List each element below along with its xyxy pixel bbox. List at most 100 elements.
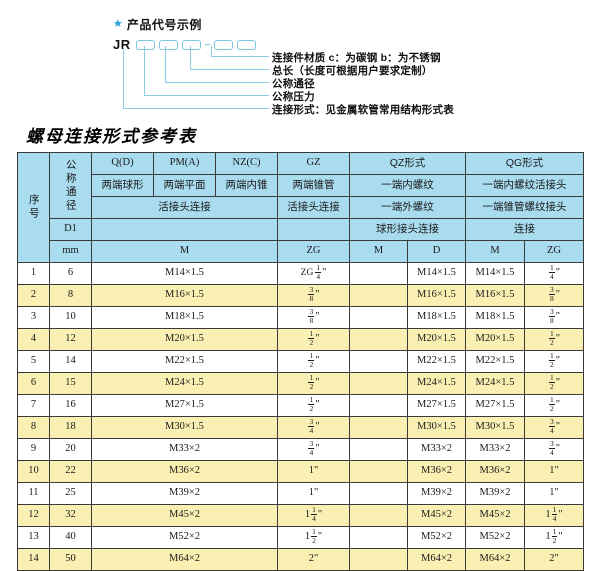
cell-bore-d1: 12: [49, 328, 92, 351]
cell-seq: 4: [17, 328, 50, 351]
cell-qg-zg: 1 1 4 ": [524, 504, 584, 527]
header-row-units: mm M ZG M D M ZG: [18, 240, 584, 263]
cell-qz-m: [349, 394, 408, 417]
table-row: 7 16 M27×1.5 1 2 " M27×1.5 M27×1.5 1 2 ": [17, 394, 584, 417]
cell-qz-m: [349, 526, 408, 549]
header-group-qz: QZ形式: [349, 152, 466, 175]
table-row: 10 22 M36×2 1" M36×2 M36×2 1": [17, 460, 584, 483]
cell-gz-zg: 3 4 ": [277, 438, 350, 461]
cell-qz-d: M20×1.5: [407, 328, 466, 351]
cell-qz-d: M45×2: [407, 504, 466, 527]
cell-gz-zg: 1 2 ": [277, 350, 350, 373]
cell-qz-d: M30×1.5: [407, 416, 466, 439]
cell-seq: 11: [17, 482, 50, 505]
header-group-nzc: NZ(C): [215, 152, 278, 175]
cell-qg-zg: 2": [524, 548, 584, 571]
product-code-prefix: JR: [113, 37, 131, 52]
header-unit-gz: ZG: [277, 240, 350, 263]
cell-qz-m: [349, 372, 408, 395]
legend-item-length: 总长（长度可根据用户要求定制）: [272, 65, 433, 77]
product-code-heading-label: 产品代号示例: [126, 18, 202, 32]
cell-qg-m: M22×1.5: [465, 350, 525, 373]
cell-bore-d1: 8: [49, 284, 92, 307]
leader-line-pressure-vertical: [144, 46, 145, 96]
header-conn-gz: 活接头连接: [277, 196, 350, 219]
product-code-heading: ★ 产品代号示例: [113, 16, 202, 33]
header-d1: D1: [49, 218, 92, 241]
cell-qz-m: [349, 328, 408, 351]
header-group-qg: QG形式: [465, 152, 584, 175]
table-row: 9 20 M33×2 3 4 " M33×2 M33×2 3 4 ": [17, 438, 584, 461]
cell-thread-m: M20×1.5: [91, 328, 278, 351]
cell-gz-zg: 1 2 ": [277, 372, 350, 395]
cell-thread-m: M14×1.5: [91, 262, 278, 285]
header-conn2-gz: [277, 218, 350, 241]
leader-line-length-vertical: [190, 46, 191, 70]
nut-connection-reference-table: 序号 公称通径 Q(D) PM(A) NZ(C) GZ QZ形式 QG形式 两端…: [17, 152, 584, 571]
cell-qz-d: M14×1.5: [407, 262, 466, 285]
table-header: 序号 公称通径 Q(D) PM(A) NZ(C) GZ QZ形式 QG形式 两端…: [17, 152, 584, 263]
cell-gz-zg: 3 8 ": [277, 306, 350, 329]
table-row: 1 6 M14×1.5 ZG 1 4 " M14×1.5 M14×1.5 1 4 ": [17, 262, 584, 285]
cell-bore-d1: 40: [49, 526, 92, 549]
header-conn-qg: 一端锥管螺纹接头: [465, 196, 584, 219]
table-row: 2 8 M16×1.5 3 8 " M16×1.5 M16×1.5 3 8 ": [17, 284, 584, 307]
cell-qz-d: M36×2: [407, 460, 466, 483]
cell-qg-m: M20×1.5: [465, 328, 525, 351]
cell-thread-m: M16×1.5: [91, 284, 278, 307]
cell-bore-d1: 14: [49, 350, 92, 373]
header-desc-qz: 一端内螺纹: [349, 174, 466, 197]
cell-qz-m: [349, 482, 408, 505]
cell-qz-d: M27×1.5: [407, 394, 466, 417]
table-row: 6 15 M24×1.5 1 2 " M24×1.5 M24×1.5 1 2 ": [17, 372, 584, 395]
table-row: 8 18 M30×1.5 3 4 " M30×1.5 M30×1.5 3 4 ": [17, 416, 584, 439]
legend-item-bore: 公称通径: [272, 78, 315, 90]
cell-qg-m: M45×2: [465, 504, 525, 527]
cell-gz-zg: 1 1 2 ": [277, 526, 350, 549]
header-row-connection: 活接头连接 活接头连接 一端外螺纹 一端锥管螺纹接头: [18, 196, 584, 219]
cell-qg-m: M36×2: [465, 460, 525, 483]
cell-seq: 12: [17, 504, 50, 527]
header-seq: 序号: [17, 152, 50, 263]
header-conn2-qz: 球形接头连接: [349, 218, 466, 241]
cell-qg-zg: 1 2 ": [524, 350, 584, 373]
cell-thread-m: M45×2: [91, 504, 278, 527]
cell-gz-zg: 1 1 4 ": [277, 504, 350, 527]
table-row: 11 25 M39×2 1" M39×2 M39×2 1": [17, 482, 584, 505]
cell-qg-zg: 1 4 ": [524, 262, 584, 285]
header-conn-qdpmnz: 活接头连接: [91, 196, 278, 219]
cell-gz-zg: 3 8 ": [277, 284, 350, 307]
page-title: 螺母连接形式参考表: [26, 127, 197, 146]
star-icon: ★: [113, 18, 123, 30]
leader-line-bore-vertical: [165, 46, 166, 83]
header-desc-pma: 两端平面: [153, 174, 216, 197]
header-unit-qg-zg: ZG: [524, 240, 584, 263]
header-desc-gz: 两端锥管: [277, 174, 350, 197]
header-row-codes: 序号 公称通径 Q(D) PM(A) NZ(C) GZ QZ形式 QG形式: [17, 152, 584, 263]
cell-gz-zg: 1 2 ": [277, 394, 350, 417]
cell-qz-m: [349, 416, 408, 439]
table-body: 1 6 M14×1.5 ZG 1 4 " M14×1.5 M14×1.5 1 4 " 2 8 M16×1.5…: [17, 262, 584, 571]
cell-qg-m: M64×2: [465, 548, 525, 571]
cell-qz-d: M18×1.5: [407, 306, 466, 329]
legend-item-material: 连接件材质 c：为碳钢 b：为不锈钢: [272, 52, 441, 64]
cell-qg-m: M30×1.5: [465, 416, 525, 439]
cell-thread-m: M39×2: [91, 482, 278, 505]
header-unit-m: M: [91, 240, 278, 263]
cell-thread-m: M24×1.5: [91, 372, 278, 395]
cell-qz-m: [349, 306, 408, 329]
cell-bore-d1: 16: [49, 394, 92, 417]
cell-thread-m: M27×1.5: [91, 394, 278, 417]
code-box-3: [181, 39, 201, 50]
header-unit-qz-m: M: [349, 240, 408, 263]
cell-seq: 10: [17, 460, 50, 483]
cell-qg-m: M33×2: [465, 438, 525, 461]
cell-thread-m: M52×2: [91, 526, 278, 549]
cell-qg-zg: 3 4 ": [524, 416, 584, 439]
cell-qg-zg: 1 2 ": [524, 394, 584, 417]
header-conn-qz: 一端外螺纹: [349, 196, 466, 219]
legend-item-conn-form: 连接形式：见金属软管常用结构形式表: [272, 104, 454, 116]
cell-seq: 2: [17, 284, 50, 307]
table-row: 5 14 M22×1.5 1 2 " M22×1.5 M22×1.5 1 2 ": [17, 350, 584, 373]
cell-qg-m: M39×2: [465, 482, 525, 505]
